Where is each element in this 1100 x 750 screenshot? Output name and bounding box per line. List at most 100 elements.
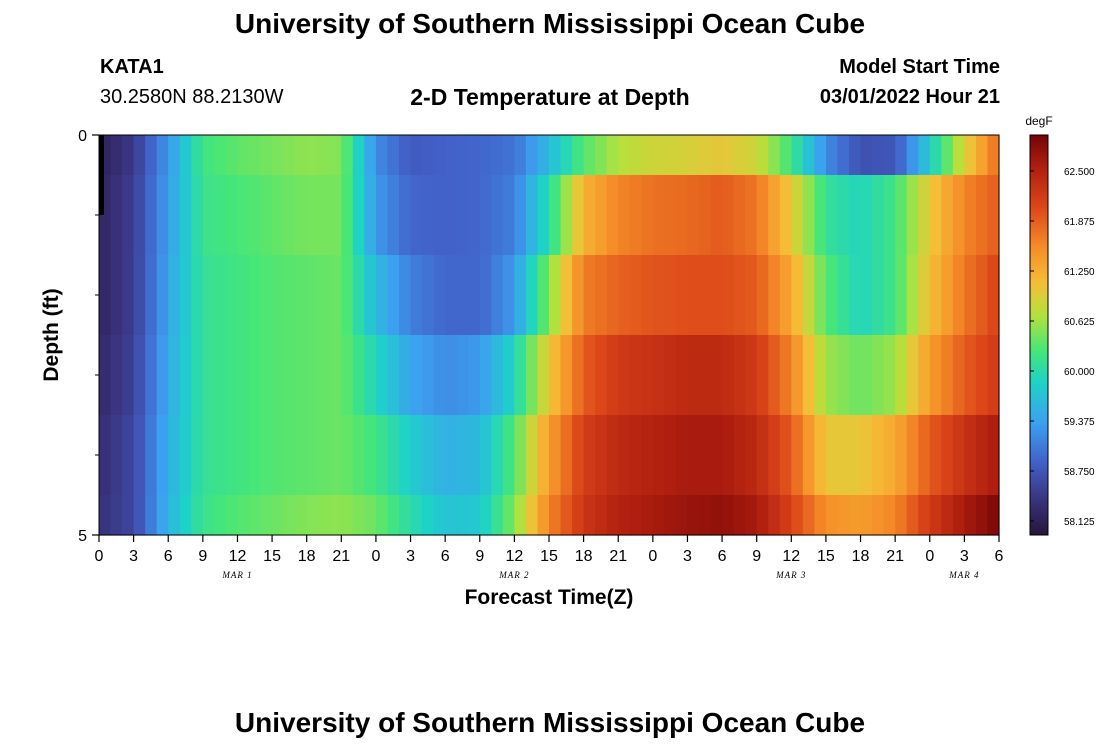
heatmap-cell: [872, 135, 885, 176]
heatmap-cell: [987, 255, 1000, 336]
x-tick-label: 18: [575, 548, 593, 565]
date-label: MAR 1: [221, 570, 252, 580]
heatmap-cell: [710, 495, 723, 536]
heatmap-cell: [652, 135, 665, 176]
heatmap-cell: [364, 495, 377, 536]
heatmap-cell: [283, 135, 296, 176]
heatmap-cell: [652, 335, 665, 416]
heatmap-cell: [525, 495, 539, 536]
heatmap-cell: [133, 335, 146, 416]
heatmap-cell: [664, 135, 677, 176]
heatmap-cell: [687, 335, 700, 416]
heatmap-cell: [802, 495, 815, 536]
heatmap-cell: [837, 335, 850, 416]
heatmap-cell: [122, 175, 135, 256]
heatmap-cell: [445, 175, 458, 256]
x-tick-label: 6: [164, 548, 173, 565]
heatmap-cell: [802, 415, 815, 496]
colorbar-tick-label: 61.250: [1064, 267, 1095, 278]
x-tick-label: 12: [782, 548, 800, 565]
heatmap-cell: [468, 255, 481, 336]
heatmap-cell: [733, 335, 746, 416]
heatmap-cell: [987, 415, 1000, 496]
heatmap-cell: [745, 175, 758, 256]
heatmap-cell: [583, 175, 596, 256]
heatmap-cell: [202, 175, 215, 256]
heatmap-cell: [352, 255, 365, 336]
x-tick-label: 0: [371, 548, 380, 565]
heatmap-cell: [179, 255, 192, 336]
heatmap-cell: [802, 135, 815, 176]
heatmap-cell: [860, 175, 873, 256]
heatmap-cell: [606, 415, 619, 496]
heatmap-cell: [191, 255, 204, 336]
heatmap-cell: [606, 255, 619, 336]
heatmap-cell: [906, 495, 919, 536]
heatmap-cell: [249, 255, 262, 336]
heatmap-cell: [272, 335, 285, 416]
heatmap-cell: [618, 335, 631, 416]
x-tick-label: 0: [648, 548, 657, 565]
heatmap-cell: [964, 255, 977, 336]
heatmap-cell: [295, 495, 308, 536]
heatmap-cell: [214, 335, 227, 416]
heatmap-cell: [272, 255, 285, 336]
x-tick-label: 18: [852, 548, 870, 565]
heatmap-cell: [964, 175, 977, 256]
heatmap-cell: [306, 335, 319, 416]
heatmap-cell: [837, 175, 850, 256]
heatmap-cell: [987, 175, 1000, 256]
heatmap-cell: [941, 335, 954, 416]
heatmap-cell: [329, 415, 342, 496]
heatmap-cell: [849, 255, 862, 336]
heatmap-cell: [606, 175, 619, 256]
heatmap-cell: [375, 335, 389, 416]
heatmap-cell: [122, 415, 135, 496]
heatmap-cell: [375, 495, 389, 536]
heatmap-cell: [825, 175, 839, 256]
heatmap-cell: [629, 335, 642, 416]
heatmap-cell: [733, 175, 746, 256]
heatmap-cell: [318, 175, 331, 256]
heatmap-cell: [318, 335, 331, 416]
heatmap-cell: [318, 495, 331, 536]
heatmap-cell: [883, 335, 896, 416]
heatmap-cell: [410, 135, 423, 176]
heatmap-cell: [122, 335, 135, 416]
heatmap-cell: [479, 175, 492, 256]
heatmap-cell: [560, 255, 573, 336]
chart-axes: 0 3 6 9 12 15 18 21 0 3 6 9 12 15 18 21 0 3 6 9 12 15 18 21 0 3 6 M…: [78, 128, 1003, 580]
heatmap-cell: [745, 135, 758, 176]
heatmap-cell: [768, 415, 781, 496]
heatmap-cell: [272, 495, 285, 536]
heatmap-cell: [745, 255, 758, 336]
page-title: University of Southern Mississippi Ocean…: [234, 8, 866, 39]
x-tick-label: 3: [129, 548, 138, 565]
heatmap-cell: [422, 415, 435, 496]
heatmap-cell: [352, 335, 365, 416]
heatmap-cell: [525, 175, 539, 256]
heatmap-cell: [318, 135, 331, 176]
heatmap-cell: [179, 495, 192, 536]
heatmap-cell: [756, 335, 769, 416]
heatmap-cell: [906, 415, 919, 496]
heatmap-cell: [872, 255, 885, 336]
heatmap-cell: [952, 335, 965, 416]
heatmap-cell: [202, 495, 215, 536]
heatmap-cell: [514, 175, 527, 256]
heatmap-cell: [860, 495, 873, 536]
heatmap-cell: [941, 175, 954, 256]
heatmap-cell: [295, 335, 308, 416]
heatmap-cell: [699, 175, 712, 256]
heatmap-cell: [410, 415, 423, 496]
heatmap-cell: [260, 335, 273, 416]
heatmap-cell: [179, 135, 192, 176]
heatmap-cell: [214, 175, 227, 256]
heatmap-cells: [99, 135, 1000, 536]
heatmap-cell: [664, 415, 677, 496]
colorbar-tick-label: 60.000: [1064, 367, 1095, 378]
heatmap-cell: [952, 255, 965, 336]
heatmap-cell: [710, 135, 723, 176]
heatmap-cell: [710, 415, 723, 496]
heatmap-cell: [341, 135, 354, 176]
